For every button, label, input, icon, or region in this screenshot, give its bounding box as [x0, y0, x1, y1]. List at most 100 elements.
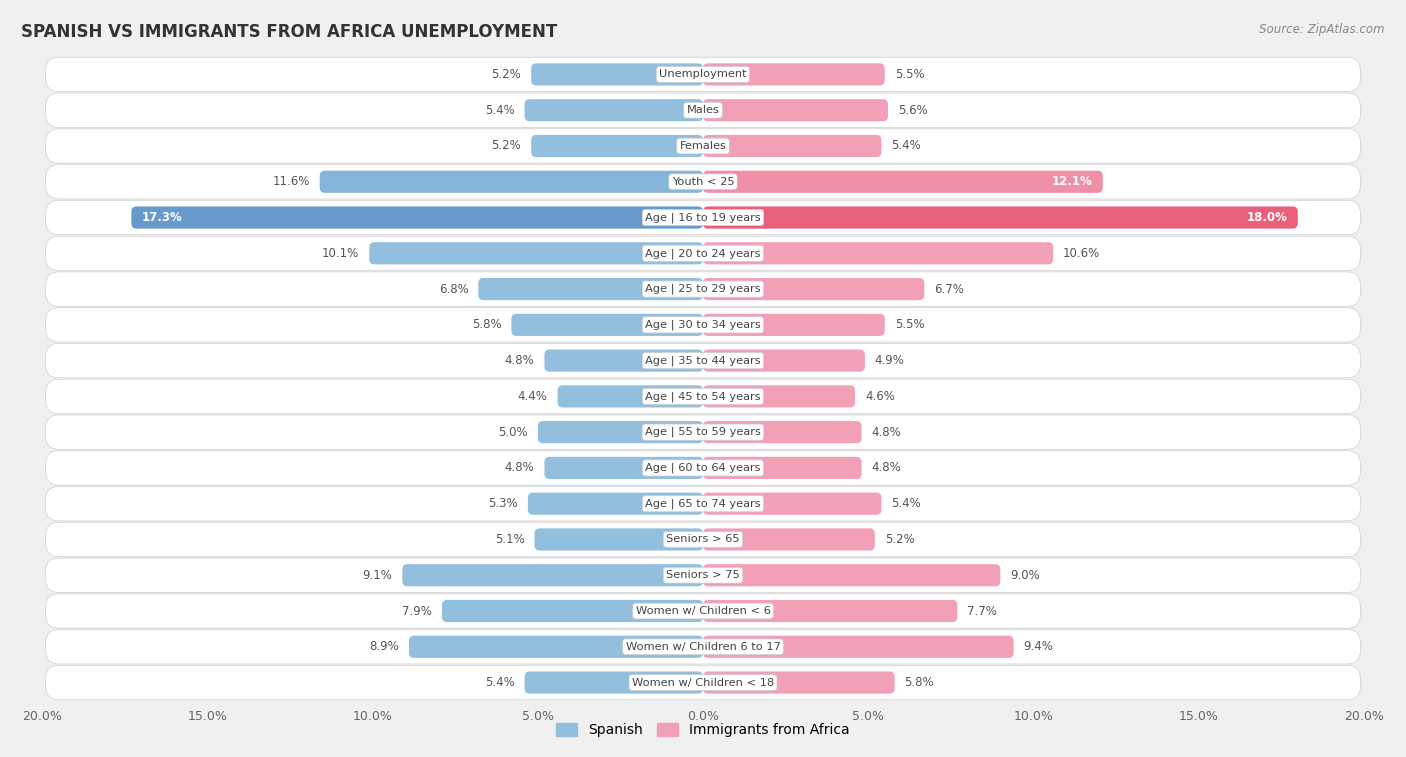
FancyBboxPatch shape	[703, 636, 1014, 658]
FancyBboxPatch shape	[703, 99, 889, 121]
Text: 5.5%: 5.5%	[894, 68, 924, 81]
Text: SPANISH VS IMMIGRANTS FROM AFRICA UNEMPLOYMENT: SPANISH VS IMMIGRANTS FROM AFRICA UNEMPL…	[21, 23, 557, 41]
Text: 9.4%: 9.4%	[1024, 640, 1053, 653]
Text: Women w/ Children < 6: Women w/ Children < 6	[636, 606, 770, 616]
Text: Age | 30 to 34 years: Age | 30 to 34 years	[645, 319, 761, 330]
Text: 4.8%: 4.8%	[872, 462, 901, 475]
FancyBboxPatch shape	[558, 385, 703, 407]
FancyBboxPatch shape	[703, 493, 882, 515]
Text: 9.1%: 9.1%	[363, 569, 392, 581]
FancyBboxPatch shape	[703, 456, 862, 479]
FancyBboxPatch shape	[527, 493, 703, 515]
FancyBboxPatch shape	[45, 236, 1361, 270]
FancyBboxPatch shape	[45, 522, 1361, 556]
Text: 5.5%: 5.5%	[894, 319, 924, 332]
FancyBboxPatch shape	[544, 350, 703, 372]
FancyBboxPatch shape	[45, 450, 1361, 485]
Text: Age | 16 to 19 years: Age | 16 to 19 years	[645, 212, 761, 223]
Text: 4.9%: 4.9%	[875, 354, 904, 367]
FancyBboxPatch shape	[534, 528, 703, 550]
Text: 4.8%: 4.8%	[505, 462, 534, 475]
Text: 5.4%: 5.4%	[485, 676, 515, 689]
Text: Males: Males	[686, 105, 720, 115]
FancyBboxPatch shape	[544, 456, 703, 479]
FancyBboxPatch shape	[370, 242, 703, 264]
FancyBboxPatch shape	[45, 129, 1361, 164]
Text: Seniors > 75: Seniors > 75	[666, 570, 740, 580]
FancyBboxPatch shape	[703, 278, 924, 301]
Text: 5.8%: 5.8%	[904, 676, 934, 689]
Text: Age | 35 to 44 years: Age | 35 to 44 years	[645, 355, 761, 366]
Text: 5.4%: 5.4%	[891, 497, 921, 510]
FancyBboxPatch shape	[45, 415, 1361, 450]
Text: 6.8%: 6.8%	[439, 282, 468, 295]
Text: 10.6%: 10.6%	[1063, 247, 1101, 260]
FancyBboxPatch shape	[703, 135, 882, 157]
Text: 4.8%: 4.8%	[505, 354, 534, 367]
Text: 4.8%: 4.8%	[872, 425, 901, 438]
FancyBboxPatch shape	[45, 93, 1361, 127]
FancyBboxPatch shape	[45, 487, 1361, 521]
Text: 10.1%: 10.1%	[322, 247, 360, 260]
Text: 5.4%: 5.4%	[891, 139, 921, 152]
Text: 5.2%: 5.2%	[492, 68, 522, 81]
Legend: Spanish, Immigrants from Africa: Spanish, Immigrants from Africa	[551, 718, 855, 743]
FancyBboxPatch shape	[409, 636, 703, 658]
Text: Age | 20 to 24 years: Age | 20 to 24 years	[645, 248, 761, 259]
FancyBboxPatch shape	[531, 135, 703, 157]
Text: 6.7%: 6.7%	[934, 282, 965, 295]
FancyBboxPatch shape	[45, 272, 1361, 307]
FancyBboxPatch shape	[703, 313, 884, 336]
FancyBboxPatch shape	[45, 593, 1361, 628]
Text: 5.4%: 5.4%	[485, 104, 515, 117]
Text: 9.0%: 9.0%	[1011, 569, 1040, 581]
FancyBboxPatch shape	[703, 207, 1298, 229]
Text: 5.8%: 5.8%	[472, 319, 502, 332]
Text: 5.1%: 5.1%	[495, 533, 524, 546]
Text: Age | 45 to 54 years: Age | 45 to 54 years	[645, 391, 761, 402]
FancyBboxPatch shape	[531, 64, 703, 86]
FancyBboxPatch shape	[441, 600, 703, 622]
FancyBboxPatch shape	[45, 379, 1361, 413]
Text: Women w/ Children 6 to 17: Women w/ Children 6 to 17	[626, 642, 780, 652]
Text: Seniors > 65: Seniors > 65	[666, 534, 740, 544]
FancyBboxPatch shape	[703, 564, 1001, 587]
FancyBboxPatch shape	[45, 630, 1361, 664]
Text: Age | 55 to 59 years: Age | 55 to 59 years	[645, 427, 761, 438]
FancyBboxPatch shape	[478, 278, 703, 301]
FancyBboxPatch shape	[131, 207, 703, 229]
Text: 4.6%: 4.6%	[865, 390, 894, 403]
FancyBboxPatch shape	[703, 170, 1102, 193]
Text: 18.0%: 18.0%	[1247, 211, 1288, 224]
FancyBboxPatch shape	[703, 350, 865, 372]
Text: 7.9%: 7.9%	[402, 605, 432, 618]
FancyBboxPatch shape	[45, 164, 1361, 199]
Text: 5.0%: 5.0%	[498, 425, 527, 438]
Text: Age | 60 to 64 years: Age | 60 to 64 years	[645, 463, 761, 473]
FancyBboxPatch shape	[45, 201, 1361, 235]
Text: 5.6%: 5.6%	[898, 104, 928, 117]
Text: Youth < 25: Youth < 25	[672, 177, 734, 187]
Text: 12.1%: 12.1%	[1052, 176, 1092, 188]
FancyBboxPatch shape	[45, 307, 1361, 342]
FancyBboxPatch shape	[45, 58, 1361, 92]
FancyBboxPatch shape	[537, 421, 703, 444]
FancyBboxPatch shape	[703, 600, 957, 622]
FancyBboxPatch shape	[703, 64, 884, 86]
Text: Source: ZipAtlas.com: Source: ZipAtlas.com	[1260, 23, 1385, 36]
Text: 11.6%: 11.6%	[273, 176, 309, 188]
Text: 5.2%: 5.2%	[884, 533, 914, 546]
FancyBboxPatch shape	[45, 665, 1361, 699]
FancyBboxPatch shape	[703, 242, 1053, 264]
Text: 17.3%: 17.3%	[141, 211, 181, 224]
Text: Age | 65 to 74 years: Age | 65 to 74 years	[645, 498, 761, 509]
FancyBboxPatch shape	[703, 528, 875, 550]
FancyBboxPatch shape	[524, 671, 703, 693]
Text: Unemployment: Unemployment	[659, 70, 747, 79]
Text: Females: Females	[679, 141, 727, 151]
FancyBboxPatch shape	[703, 385, 855, 407]
Text: Age | 25 to 29 years: Age | 25 to 29 years	[645, 284, 761, 294]
Text: 5.3%: 5.3%	[488, 497, 517, 510]
FancyBboxPatch shape	[703, 421, 862, 444]
FancyBboxPatch shape	[45, 344, 1361, 378]
